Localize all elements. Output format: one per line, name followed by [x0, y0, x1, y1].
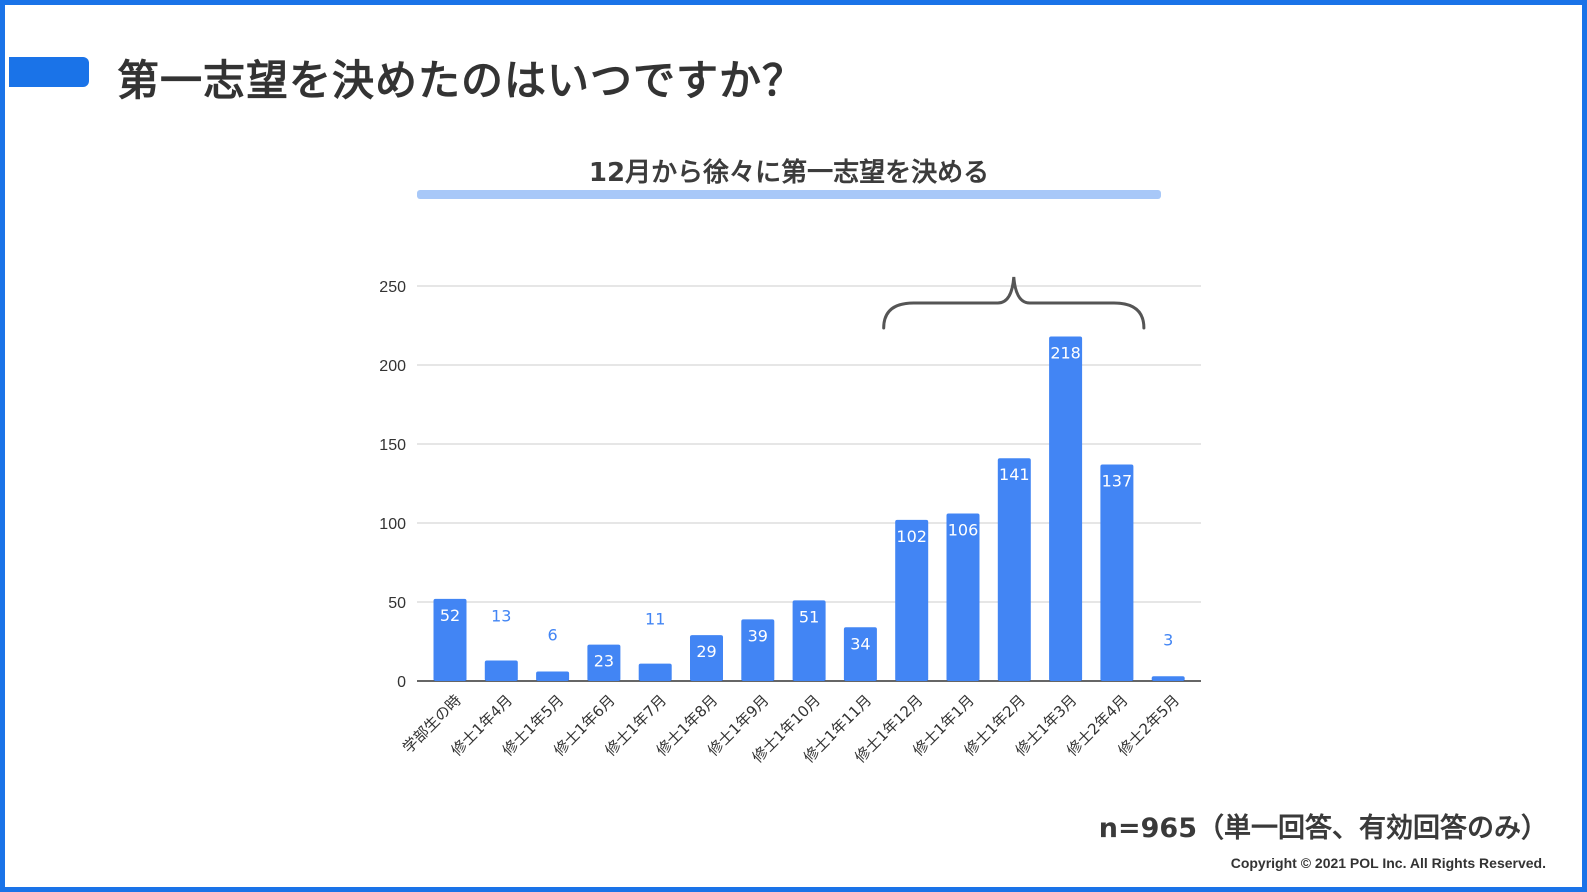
bar	[433, 598, 467, 681]
data-label: 23	[594, 652, 614, 671]
value-labels: 52 13 6 23 11 29 39 51 34 102 106 141 218 137 3	[440, 344, 1173, 671]
bar	[690, 635, 723, 681]
y-tick-label: 0	[397, 674, 406, 691]
data-label: 6	[548, 626, 558, 645]
y-axis-ticks: 0 50 100 150 200 250	[379, 279, 406, 691]
bar	[484, 660, 518, 681]
data-label: 39	[748, 626, 768, 645]
copyright-text: Copyright © 2021 POL Inc. All Rights Res…	[1230, 855, 1546, 871]
bar	[587, 644, 621, 681]
data-label: 29	[696, 642, 716, 661]
title-accent-bar	[9, 57, 89, 87]
data-label: 141	[999, 465, 1030, 484]
data-label: 51	[799, 607, 819, 626]
bar	[997, 458, 1031, 681]
bar	[1151, 676, 1185, 681]
bar	[946, 513, 980, 681]
bar	[843, 627, 877, 681]
data-label: 218	[1050, 344, 1081, 363]
data-label: 3	[1163, 630, 1173, 649]
bar	[792, 600, 826, 681]
bar	[536, 671, 570, 681]
bar	[895, 519, 929, 681]
bar-chart: 0 50 100 150 200 250 52 13 6 23 11 29 39 51 34 102 106 1…	[379, 276, 1201, 767]
chart-subtitle: 12月から徐々に第一志望を決める	[588, 158, 990, 188]
y-tick-label: 150	[379, 437, 406, 454]
bar	[741, 619, 775, 681]
subtitle-underline	[417, 190, 1161, 199]
bar	[638, 663, 672, 681]
page-title: 第一志望を決めたのはいつですか？	[117, 56, 806, 105]
data-label: 13	[491, 606, 511, 625]
y-tick-label: 100	[379, 516, 406, 533]
data-label: 52	[440, 606, 460, 625]
data-label: 34	[850, 634, 870, 653]
y-tick-label: 250	[379, 279, 406, 296]
data-label: 106	[948, 521, 979, 540]
y-tick-label: 50	[388, 595, 406, 612]
y-tick-label: 200	[379, 358, 406, 375]
bars	[433, 336, 1185, 681]
data-label: 137	[1102, 472, 1133, 491]
bar	[1049, 336, 1083, 681]
sample-size-note: n=965（単一回答、有効回答のみ）	[1098, 813, 1548, 844]
data-label: 102	[896, 527, 927, 546]
highlight-brace	[882, 276, 1146, 330]
x-axis-ticks: 学部生の時修士1年4月修士1年5月修士1年6月修士1年7月修士1年8月修士1年9…	[399, 691, 1183, 766]
bar	[1100, 464, 1134, 681]
data-label: 11	[645, 610, 665, 629]
